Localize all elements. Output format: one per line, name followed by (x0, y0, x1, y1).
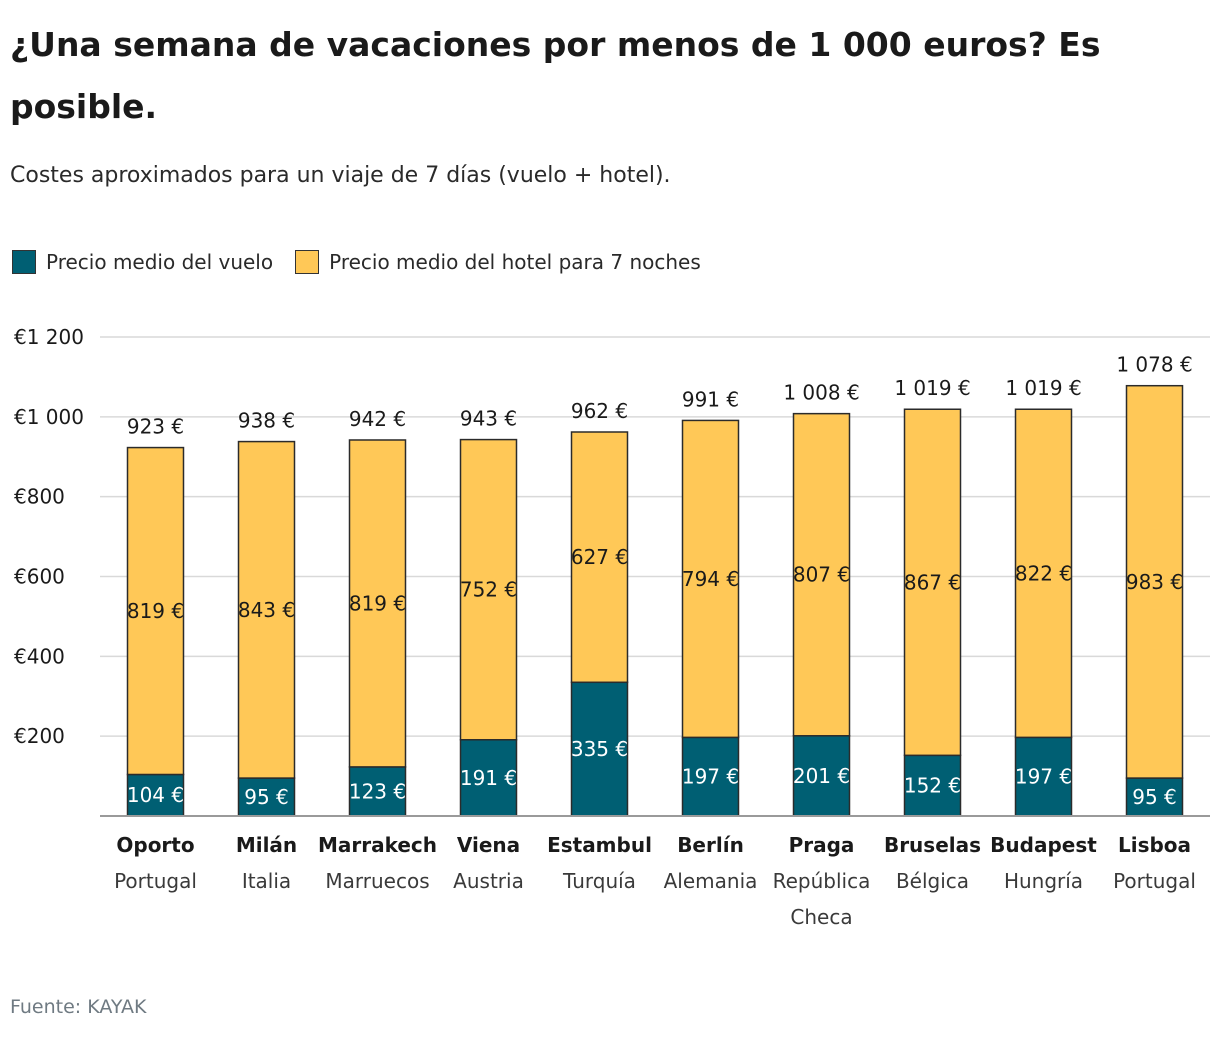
bar-hotel (570, 431, 629, 684)
chart-subtitle: Costes aproximados para un viaje de 7 dí… (10, 163, 671, 188)
bar-hotel (237, 440, 296, 779)
source-note: Fuente: KAYAK (10, 996, 147, 1018)
hotel-value-label: 627 € (571, 545, 628, 569)
bar-flight (237, 777, 296, 817)
total-value-label: 962 € (571, 399, 628, 423)
x-tick-label-city: Lisboa (1118, 833, 1191, 857)
flight-value-label: 123 € (349, 779, 406, 803)
x-tick-label-country: Portugal (114, 869, 197, 893)
x-tick-label-country-line: Checa (790, 905, 852, 929)
hotel-value-label: 794 € (682, 567, 739, 591)
x-tick-label-city: Estambul (547, 833, 652, 857)
flight-value-label: 191 € (460, 766, 517, 790)
bar-flight (792, 735, 851, 817)
y-tick-label: €400 (14, 644, 65, 668)
x-tick-label-country: Turquía (562, 869, 636, 893)
y-tick-label: €1 200 (14, 325, 84, 349)
total-value-label: 991 € (682, 387, 739, 411)
x-tick-label-country: Alemania (664, 869, 758, 893)
x-tick-label-country: República Checa (773, 869, 871, 929)
legend: Precio medio del vuelo Precio medio del … (12, 250, 723, 274)
x-tick-label-city: Bruselas (884, 833, 981, 857)
x-tick-label-city: Marrakech (318, 833, 437, 857)
x-tick-label-city: Berlín (677, 833, 744, 857)
hotel-value-label: 819 € (349, 591, 406, 615)
x-tick-label-country: Portugal (1113, 869, 1196, 893)
total-value-label: 938 € (238, 409, 295, 433)
bar-hotel (1014, 408, 1073, 739)
x-tick-label-country: Hungría (1004, 869, 1083, 893)
y-tick-label: €200 (14, 724, 65, 748)
hotel-value-label: 807 € (793, 563, 850, 587)
bar-flight (348, 766, 407, 817)
x-tick-label-city: Viena (457, 833, 520, 857)
flight-value-label: 335 € (571, 737, 628, 761)
total-value-label: 1 019 € (1005, 376, 1081, 400)
hotel-value-label: 843 € (238, 598, 295, 622)
bar-hotel (792, 412, 851, 737)
legend-label-hotel: Precio medio del hotel para 7 noches (329, 250, 701, 274)
total-value-label: 942 € (349, 407, 406, 431)
bar-hotel (126, 446, 185, 776)
x-tick-label-city: Praga (789, 833, 855, 857)
x-tick-label-country: Italia (242, 869, 291, 893)
y-tick-label: €800 (14, 485, 65, 509)
flight-value-label: 197 € (1015, 765, 1072, 789)
x-tick-label-country: Austria (453, 869, 524, 893)
x-tick-label-city: Budapest (990, 833, 1097, 857)
x-tick-label-city: Oporto (116, 833, 194, 857)
hotel-value-label: 819 € (127, 599, 184, 623)
flight-value-label: 104 € (127, 783, 184, 807)
flight-value-label: 201 € (793, 764, 850, 788)
legend-item-hotel: Precio medio del hotel para 7 noches (295, 250, 701, 274)
bar-hotel (348, 439, 407, 768)
legend-swatch-hotel (295, 250, 320, 274)
legend-item-flight: Precio medio del vuelo (12, 250, 273, 274)
total-value-label: 1 078 € (1116, 353, 1192, 377)
x-tick-label-country-line: República (773, 869, 871, 893)
bar-hotel (903, 408, 962, 757)
total-value-label: 943 € (460, 407, 517, 431)
x-tick-label-city: Milán (236, 833, 297, 857)
flight-value-label: 95 € (244, 785, 289, 809)
total-value-label: 1 019 € (894, 376, 970, 400)
hotel-value-label: 822 € (1015, 561, 1072, 585)
hotel-value-label: 867 € (904, 570, 961, 594)
stacked-bar-chart: €200 €400 €600 €800 €1 000 €1 200 104 € 819 € 92… (14, 325, 1210, 929)
x-tick-label-country: Marruecos (325, 869, 429, 893)
y-tick-label: €600 (14, 565, 65, 589)
total-value-label: 923 € (127, 415, 184, 439)
flight-value-label: 197 € (682, 765, 739, 789)
chart-title: ¿Una semana de vacaciones por menos de 1… (10, 25, 1101, 126)
flight-value-label: 152 € (904, 774, 961, 798)
hotel-value-label: 983 € (1126, 570, 1183, 594)
total-value-label: 1 008 € (783, 381, 859, 405)
legend-label-flight: Precio medio del vuelo (46, 250, 274, 274)
legend-swatch-flight (12, 250, 36, 274)
y-tick-label: €1 000 (14, 405, 84, 429)
bar-flight (903, 754, 962, 817)
bar-hotel (1125, 384, 1184, 779)
bar-hotel (459, 438, 518, 741)
hotel-value-label: 752 € (460, 578, 517, 602)
x-tick-label-country: Bélgica (896, 869, 969, 893)
flight-value-label: 95 € (1132, 785, 1177, 809)
bar-hotel (681, 419, 740, 739)
